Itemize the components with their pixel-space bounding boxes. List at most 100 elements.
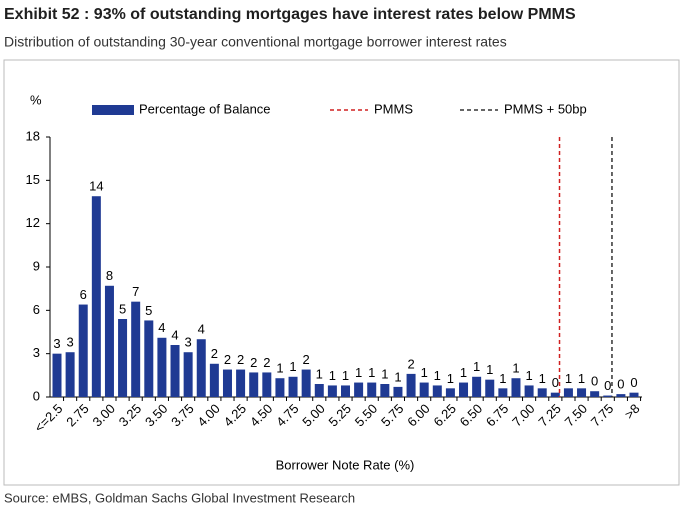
bar — [537, 388, 547, 397]
bar — [629, 392, 639, 397]
x-tick-label: 7.75 — [588, 401, 617, 430]
bar — [406, 373, 416, 397]
bar — [472, 376, 482, 397]
y-tick-label: 3 — [33, 345, 40, 360]
bar — [380, 384, 390, 397]
data-label: 1 — [512, 361, 519, 376]
data-label: 6 — [80, 287, 87, 302]
x-tick-label: 5.25 — [326, 401, 355, 430]
legend-swatch — [92, 105, 134, 115]
bar — [550, 392, 560, 397]
x-tick-label: 7.25 — [535, 401, 564, 430]
bar — [196, 339, 206, 397]
bar — [275, 378, 285, 397]
x-tick-label: 7.50 — [562, 401, 591, 430]
data-label: 1 — [329, 368, 336, 383]
data-label: 8 — [106, 268, 113, 283]
data-label: 1 — [447, 371, 454, 386]
x-tick-label: 4.00 — [194, 401, 223, 430]
x-tick-label: 3.75 — [168, 401, 197, 430]
x-tick-label: 4.75 — [273, 401, 302, 430]
x-tick-label: 6.00 — [404, 401, 433, 430]
y-tick-label: 18 — [26, 128, 40, 143]
bar — [616, 394, 626, 397]
y-tick-label: 9 — [33, 258, 40, 273]
chart-subtitle: Distribution of outstanding 30-year conv… — [4, 34, 507, 50]
bar — [131, 301, 141, 397]
y-tick-label: 15 — [26, 172, 40, 187]
data-label: 0 — [617, 377, 624, 392]
data-label: 1 — [342, 368, 349, 383]
bar — [524, 385, 534, 397]
data-label: 4 — [158, 320, 165, 335]
x-tick-label: 7.00 — [509, 401, 538, 430]
bar — [170, 345, 180, 397]
y-tick-label: 12 — [26, 215, 40, 230]
bar — [393, 386, 403, 397]
data-label: 2 — [250, 355, 257, 370]
source: Source: eMBS, Goldman Sachs Global Inves… — [4, 490, 355, 505]
bar — [459, 382, 469, 397]
bar — [563, 388, 573, 397]
bar — [118, 319, 128, 397]
data-label: 0 — [630, 375, 637, 390]
x-tick-label: 4.50 — [247, 401, 276, 430]
bar — [236, 369, 246, 397]
data-label: 1 — [486, 362, 493, 377]
data-label: 1 — [434, 368, 441, 383]
chart-frame — [3, 59, 680, 486]
data-label: 5 — [145, 303, 152, 318]
data-label: 4 — [171, 327, 178, 342]
data-label: 1 — [355, 365, 362, 380]
data-label: 2 — [224, 352, 231, 367]
bar — [485, 379, 495, 397]
x-tick-label: 6.75 — [483, 401, 512, 430]
bar — [209, 363, 219, 397]
bar — [327, 385, 337, 397]
legend-label: PMMS — [374, 101, 413, 116]
data-label: 2 — [303, 352, 310, 367]
bar — [144, 320, 154, 397]
data-label: 2 — [211, 346, 218, 361]
data-label: 1 — [421, 365, 428, 380]
data-label: 1 — [460, 365, 467, 380]
bar — [341, 385, 350, 397]
data-label: 1 — [578, 371, 585, 386]
x-tick-label: 4.25 — [221, 401, 250, 430]
bar — [367, 382, 377, 397]
y-axis-label: % — [30, 92, 42, 107]
bar — [577, 388, 587, 397]
data-label: 1 — [525, 368, 532, 383]
bar — [78, 304, 88, 397]
data-label: 5 — [119, 301, 126, 316]
x-axis-label: Borrower Note Rate (%) — [276, 457, 415, 472]
bar — [432, 385, 442, 397]
bar — [104, 285, 114, 397]
data-label: 0 — [552, 375, 559, 390]
data-label: 1 — [499, 371, 506, 386]
legend-label: PMMS + 50bp — [504, 101, 587, 116]
data-label: 1 — [539, 371, 546, 386]
data-label: 1 — [276, 361, 283, 376]
x-tick-label: 5.50 — [352, 401, 381, 430]
data-label: 1 — [565, 371, 572, 386]
data-label: 3 — [53, 336, 60, 351]
bar — [498, 388, 508, 397]
data-label: 0 — [604, 378, 611, 393]
data-label: 1 — [316, 366, 323, 381]
data-label: 7 — [132, 284, 139, 299]
bar — [183, 352, 193, 397]
bar — [590, 391, 600, 397]
y-tick-label: 0 — [33, 388, 40, 403]
bar — [301, 369, 311, 397]
bar — [288, 376, 298, 397]
bar — [157, 337, 167, 397]
data-label: 1 — [368, 365, 375, 380]
y-tick-label: 6 — [33, 302, 40, 317]
bar — [65, 352, 75, 397]
x-tick-label: <=2.5 — [31, 401, 65, 435]
data-label: 4 — [198, 322, 205, 337]
x-tick-label: 5.00 — [299, 401, 328, 430]
bar — [354, 382, 364, 397]
x-tick-label: 3.25 — [116, 401, 145, 430]
